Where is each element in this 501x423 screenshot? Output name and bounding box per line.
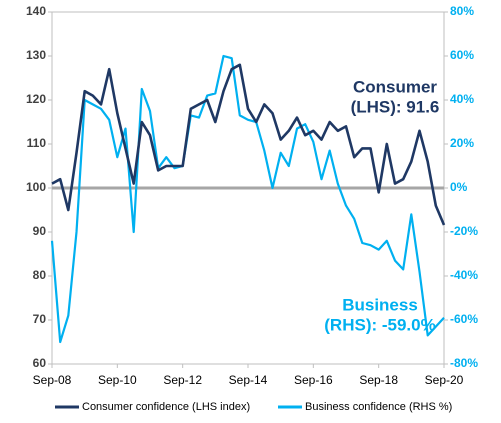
x-tick-label: Sep-16 (294, 373, 333, 387)
x-tick-label: Sep-14 (229, 373, 268, 387)
series-line (51, 63, 446, 226)
y2-tick-label: -20% (450, 224, 478, 238)
y-tick-label: 100 (26, 180, 46, 194)
x-tick-label: Sep-18 (359, 373, 398, 387)
y-tick-label: 90 (33, 224, 47, 238)
y2-tick-label: 20% (450, 136, 474, 150)
x-tick-label: Sep-10 (98, 373, 137, 387)
y2-tick-label: 60% (450, 48, 474, 62)
legend-label: Consumer confidence (LHS index) (82, 401, 250, 413)
annotation: Business (342, 295, 418, 314)
x-tick-label: Sep-20 (425, 373, 464, 387)
annotation: (LHS): 91.6 (351, 97, 440, 116)
y2-tick-label: -40% (450, 268, 478, 282)
y2-tick-label: 40% (450, 92, 474, 106)
x-tick-label: Sep-12 (163, 373, 202, 387)
legend-label: Business confidence (RHS %) (305, 401, 452, 413)
y-tick-label: 120 (26, 92, 46, 106)
y-tick-label: 70 (33, 312, 47, 326)
y-tick-label: 60 (33, 356, 47, 370)
y2-tick-label: -80% (450, 356, 478, 370)
y-tick-label: 140 (26, 4, 46, 18)
series-line (50, 54, 445, 344)
y-tick-label: 110 (27, 136, 47, 150)
annotation: Consumer (353, 77, 437, 96)
y2-tick-label: -60% (450, 312, 478, 326)
y-tick-label: 130 (26, 48, 46, 62)
annotation: (RHS): -59.0% (324, 315, 435, 334)
y2-tick-label: 80% (450, 4, 474, 18)
y-tick-label: 80 (33, 268, 47, 282)
x-tick-label: Sep-08 (33, 373, 72, 387)
y2-tick-label: 0% (450, 180, 468, 194)
